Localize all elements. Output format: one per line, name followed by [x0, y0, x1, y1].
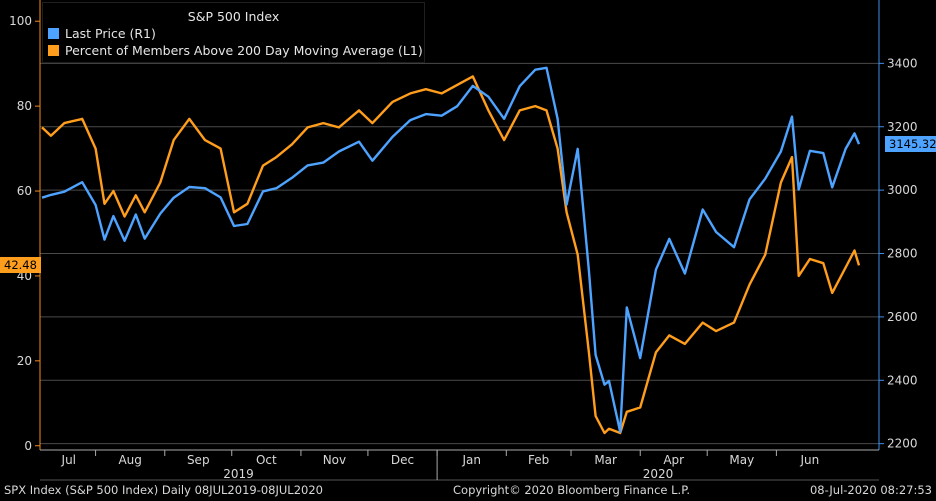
- month-label-sep: Sep: [187, 453, 210, 467]
- right-tick-label-2400: 2400: [887, 373, 918, 387]
- left-tick-label-60: 60: [17, 184, 32, 198]
- month-label-jan: Jan: [461, 453, 481, 467]
- year-label-2020: 2020: [643, 467, 674, 481]
- x-axis-ticks: Jul Aug Sep Oct Nov Dec Jan Feb Mar Apr May Jun 2019…: [61, 450, 820, 481]
- month-label-feb: Feb: [528, 453, 549, 467]
- footer-security-info: SPX Index (S&P 500 Index) Daily 08JUL201…: [4, 483, 323, 497]
- left-tick-label-100: 100: [9, 14, 32, 28]
- chart-title: S&P 500 Index: [187, 9, 280, 24]
- right-tick-label-3200: 3200: [887, 120, 918, 134]
- chart-legend: S&P 500 Index Last Price (R1) Percent of…: [42, 2, 425, 63]
- legend-swatch-percent-above-200dma: [48, 45, 59, 56]
- right-tick-label-2800: 2800: [887, 247, 918, 261]
- month-label-nov: Nov: [323, 453, 346, 467]
- month-label-mar: Mar: [594, 453, 617, 467]
- month-label-may: May: [729, 453, 754, 467]
- left-tick-label-20: 20: [17, 354, 32, 368]
- left-tick-label-0: 0: [24, 439, 32, 453]
- percent-value-flag: 42.48: [0, 257, 41, 274]
- month-label-apr: Apr: [663, 453, 684, 467]
- last-price-value-flag: 3145.32: [885, 136, 936, 153]
- axes: [39, 0, 880, 481]
- year-label-2019: 2019: [223, 467, 254, 481]
- month-label-dec: Dec: [391, 453, 414, 467]
- legend-swatch-last-price: [48, 28, 59, 39]
- month-label-oct: Oct: [256, 453, 277, 467]
- right-tick-label-2600: 2600: [887, 310, 918, 324]
- legend-label-percent-above-200dma: Percent of Members Above 200 Day Moving …: [65, 43, 423, 58]
- footer-timestamp: 08-Jul-2020 08:27:53: [809, 483, 932, 497]
- legend-entry-percent-above-200dma: Percent of Members Above 200 Day Moving …: [48, 43, 423, 58]
- right-axis-ticks: 2200 2400 2600 2800 3000 3200 3400: [879, 56, 918, 451]
- legend-label-last-price: Last Price (R1): [65, 26, 156, 41]
- grid-lines: [40, 62, 879, 445]
- month-label-jun: Jun: [800, 453, 820, 467]
- month-label-jul: Jul: [61, 453, 76, 467]
- series-line-last-price: [41, 66, 861, 434]
- left-tick-label-80: 80: [17, 99, 32, 113]
- right-tick-label-2200: 2200: [887, 437, 918, 451]
- month-label-aug: Aug: [118, 453, 141, 467]
- footer-copyright: Copyright© 2020 Bloomberg Finance L.P.: [453, 483, 690, 497]
- right-tick-label-3000: 3000: [887, 183, 918, 197]
- series-lines: [41, 66, 861, 435]
- right-tick-label-3400: 3400: [887, 56, 918, 70]
- series-line-percent-above-200dma: [41, 75, 861, 435]
- legend-entry-last-price: Last Price (R1): [48, 26, 156, 41]
